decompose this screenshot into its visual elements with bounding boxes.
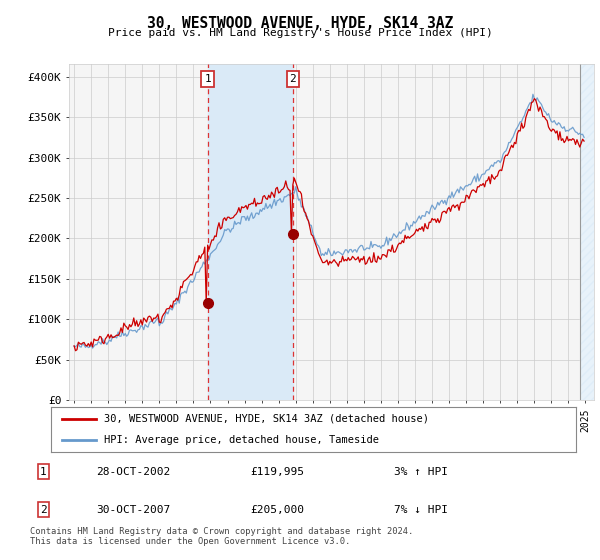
Text: 28-OCT-2002: 28-OCT-2002 <box>96 467 170 477</box>
Text: £205,000: £205,000 <box>250 505 304 515</box>
Text: 7% ↓ HPI: 7% ↓ HPI <box>394 505 448 515</box>
Text: Price paid vs. HM Land Registry's House Price Index (HPI): Price paid vs. HM Land Registry's House … <box>107 28 493 38</box>
Text: 2: 2 <box>40 505 47 515</box>
Bar <box>208 64 293 400</box>
Text: 1: 1 <box>40 467 47 477</box>
Text: 30, WESTWOOD AVENUE, HYDE, SK14 3AZ (detached house): 30, WESTWOOD AVENUE, HYDE, SK14 3AZ (det… <box>104 414 428 424</box>
Text: HPI: Average price, detached house, Tameside: HPI: Average price, detached house, Tame… <box>104 435 379 445</box>
Text: 2: 2 <box>289 74 296 84</box>
Text: 30-OCT-2007: 30-OCT-2007 <box>96 505 170 515</box>
Text: 1: 1 <box>204 74 211 84</box>
Bar <box>580 64 594 400</box>
Text: £119,995: £119,995 <box>250 467 304 477</box>
Text: 30, WESTWOOD AVENUE, HYDE, SK14 3AZ: 30, WESTWOOD AVENUE, HYDE, SK14 3AZ <box>147 16 453 31</box>
Bar <box>580 64 594 400</box>
Text: Contains HM Land Registry data © Crown copyright and database right 2024.
This d: Contains HM Land Registry data © Crown c… <box>30 526 413 546</box>
Text: 3% ↑ HPI: 3% ↑ HPI <box>394 467 448 477</box>
